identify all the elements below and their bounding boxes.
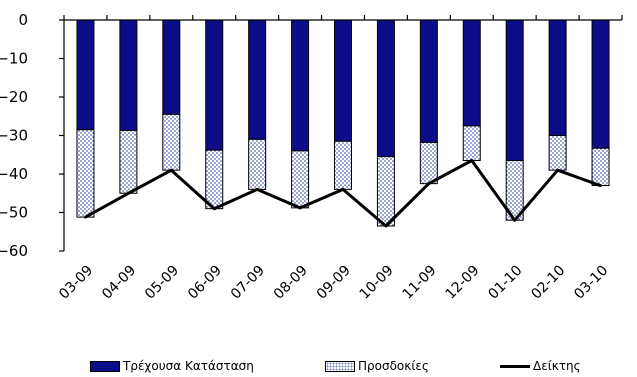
bar-current-03-10 [591,19,610,149]
index-point-05-09 [169,168,173,172]
bar-expectations-10-09 [376,156,395,227]
bar-current-02-10 [548,19,567,136]
bar-current-06-09 [205,19,224,151]
index-point-01-10 [513,218,517,222]
legend-label-index: Δείκτης [533,359,581,373]
bar-current-07-09 [248,19,267,140]
y-tick-label-3: −30 [0,127,28,145]
legend-swatch-current [90,360,120,372]
x-tick-label-10-09: 10-09 [357,263,397,303]
bar-current-01-10 [505,19,524,162]
y-tick-label-6: −60 [0,242,28,260]
x-tick-label-09-09: 09-09 [314,263,354,303]
bar-current-05-09 [162,19,181,115]
x-tick-label-04-09: 04-09 [99,263,139,303]
x-tick-label-05-09: 05-09 [142,263,182,303]
x-tick-label-12-09: 12-09 [443,263,483,303]
index-point-06-09 [212,207,216,211]
index-point-03-10 [599,184,602,187]
index-point-12-09 [470,159,474,162]
x-tick-label-07-09: 07-09 [228,263,268,303]
bar-expectations-04-09 [119,129,138,194]
bar-expectations-03-10 [591,147,610,187]
bar-expectations-06-09 [205,149,224,210]
x-tick-label-11-09: 11-09 [400,263,440,303]
index-point-04-09 [126,191,130,195]
x-tick-label-08-09: 08-09 [271,263,311,303]
legend-item-expectations: Προσδοκίες [325,357,429,375]
bar-expectations-09-09 [334,140,352,190]
y-tick-label-0: 0 [18,11,28,29]
axes-layer [59,15,623,252]
bar-current-09-09 [334,19,352,142]
index-point-07-09 [255,188,259,191]
bar-current-11-09 [419,19,438,143]
x-tick-label-03-09: 03-09 [56,263,96,303]
legend-swatch-expectations [325,360,355,372]
index-point-03-09 [84,215,87,219]
y-tick-label-5: −50 [0,204,28,222]
bar-expectations-11-09 [419,141,438,185]
bar-current-12-09 [462,19,481,127]
legend-item-index: Δείκτης [500,357,581,375]
bar-expectations-12-09 [462,125,481,162]
index-point-02-10 [556,168,560,172]
line-layer [84,159,602,228]
bar-expectations-03-09 [76,129,95,218]
x-tick-label-01-10: 01-10 [485,263,525,303]
y-tick-label-2: −20 [0,88,28,106]
legend: Τρέχουσα Κατάσταση Προσδοκίες Δείκτης [0,357,637,375]
bar-expectations-05-09 [162,113,181,171]
y-tick-label-4: −40 [0,165,28,183]
legend-label-current: Τρέχουσα Κατάσταση [123,359,254,373]
index-point-11-09 [427,182,431,186]
legend-item-current: Τρέχουσα Κατάσταση [90,357,254,375]
index-point-10-09 [384,224,388,228]
legend-label-expectations: Προσδοκίες [358,359,429,373]
x-tick-label-02-10: 02-10 [528,263,568,303]
bar-expectations-02-10 [548,135,567,171]
x-tick-label-03-10: 03-10 [571,263,611,303]
bar-expectations-07-09 [248,138,267,190]
index-point-08-09 [298,206,302,210]
bar-current-10-09 [376,19,395,158]
bars-layer [76,19,610,227]
bar-current-08-09 [291,19,310,152]
legend-swatch-index [500,364,530,368]
x-tick-label-06-09: 06-09 [185,263,225,303]
index-point-09-09 [341,188,345,191]
x-tick-labels: 03-09 04-09 05-09 06-09 07-09 08-09 09-09 10-09… [56,263,611,303]
bar-current-03-09 [76,19,95,131]
y-tick-label-1: −10 [0,50,28,68]
bar-expectations-08-09 [291,150,310,209]
y-tick-labels: 0 −10 −20 −30 −40 −50 −60 [0,11,28,260]
bar-current-04-09 [119,19,138,131]
